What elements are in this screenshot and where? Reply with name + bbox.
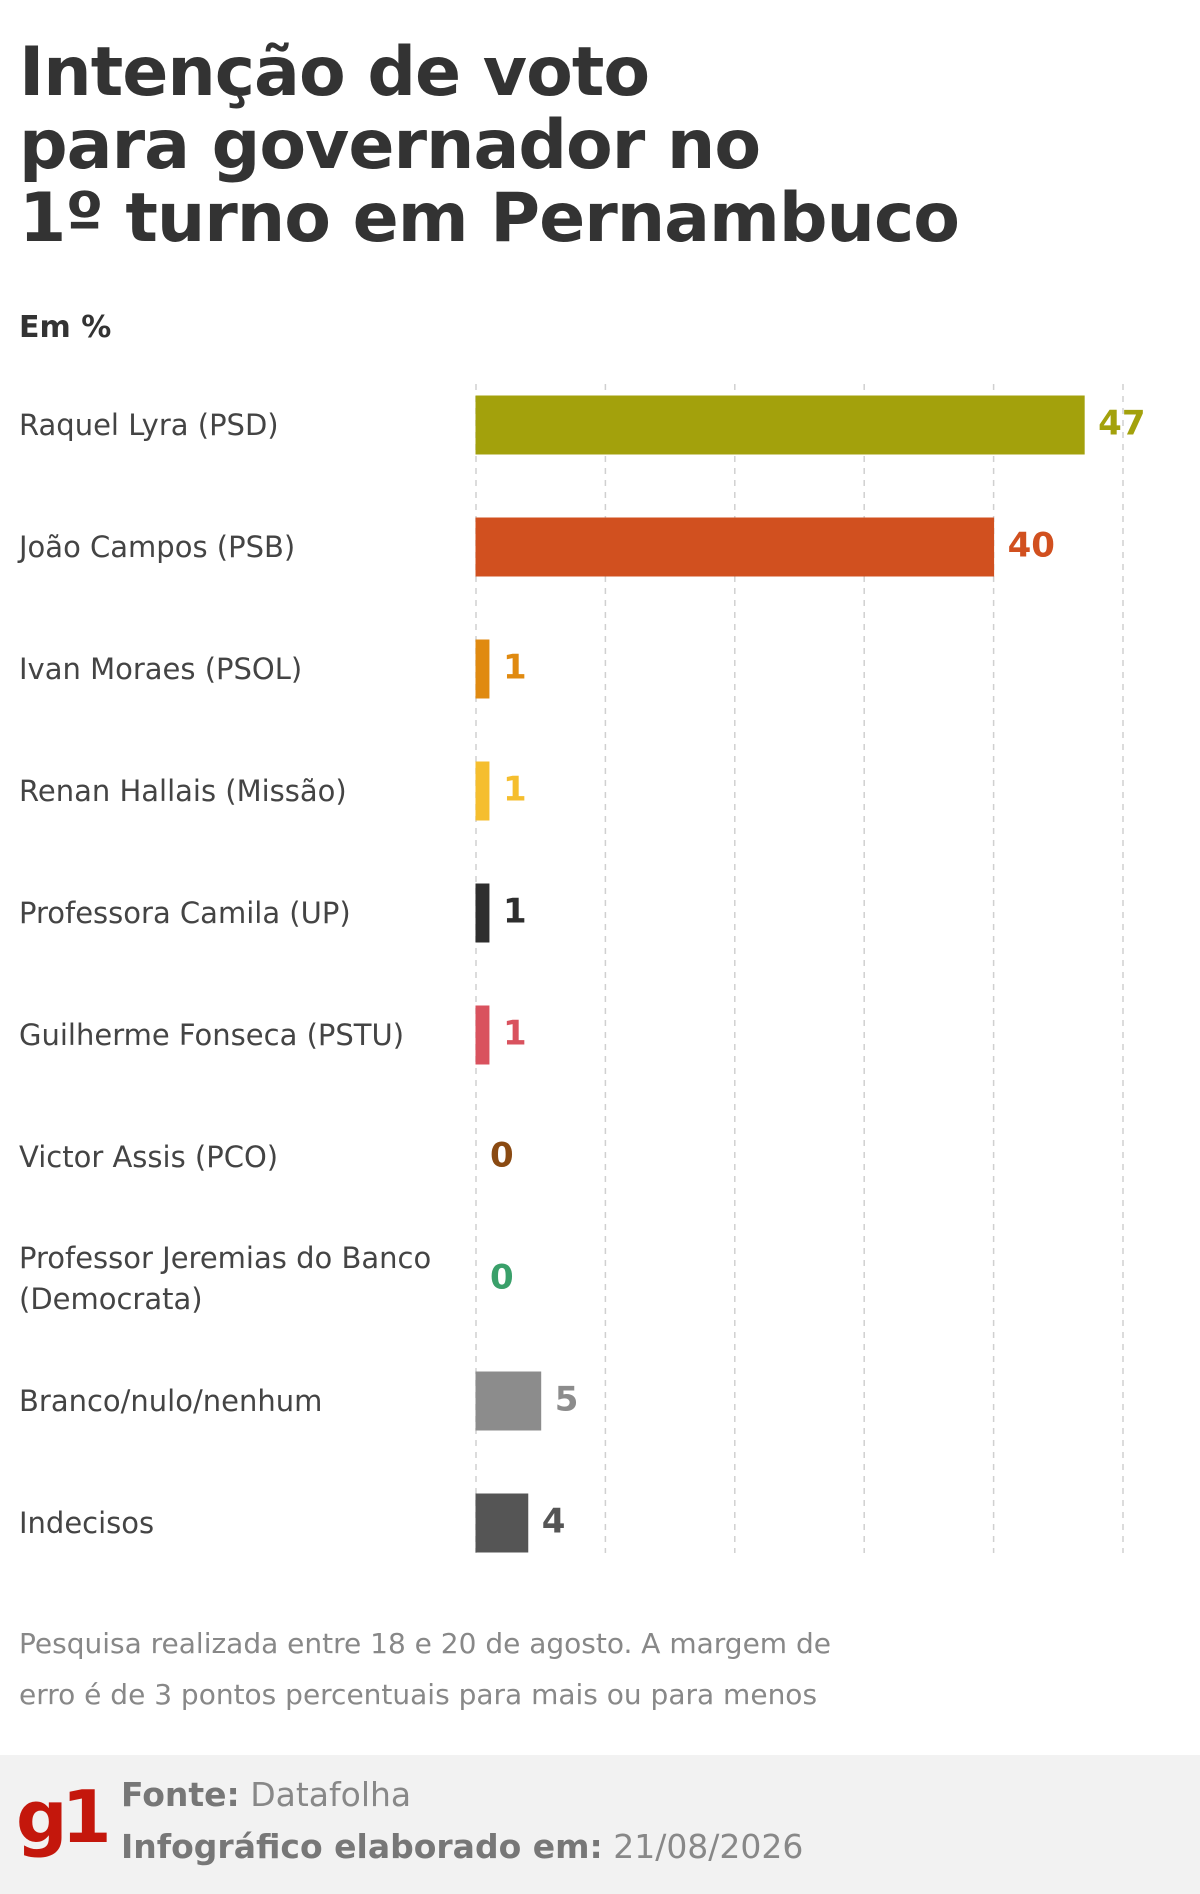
category-label: Branco/nulo/nenhum [19,1383,323,1418]
category-label: João Campos (PSB) [19,529,296,564]
logo: g1 [16,1775,112,1859]
category-label: Professora Camila (UP) [19,895,351,930]
date-label: Infográfico elaborado em: [121,1827,603,1866]
category-label: Guilherme Fonseca (PSTU) [19,1017,405,1052]
date: Infográfico elaborado em: 21/08/2026 [121,1827,803,1866]
value-label: 47 [1098,404,1145,444]
value-label: 1 [503,770,527,810]
value-label: 5 [555,1380,579,1420]
category-label: Raquel Lyra (PSD) [19,407,279,442]
title-line: para governador no [19,106,761,185]
category-label: Indecisos [19,1505,155,1540]
source-label: Fonte: [121,1775,240,1814]
subtitle: Em % [19,310,112,345]
bar [475,517,995,577]
category-label: Victor Assis (PCO) [19,1139,279,1174]
bar [475,395,1085,455]
value-label: 4 [542,1502,566,1542]
note: Pesquisa realizada entre 18 e 20 de agos… [19,1627,831,1711]
value-label: 1 [503,1014,527,1054]
chart-title: Intenção de voto para governador no 1º t… [19,33,960,258]
footer: g1 Fonte: Datafolha Infográfico elaborad… [0,1755,1200,1894]
bar [475,1371,542,1431]
source: Fonte: Datafolha [121,1775,411,1814]
value-label: 0 [490,1136,514,1176]
date-value: 21/08/2026 [613,1827,804,1866]
value-label: 1 [503,648,527,688]
title-line: Intenção de voto [19,33,650,112]
bar [475,761,490,821]
bar [475,883,490,943]
value-label: 1 [503,892,527,932]
value-label: 40 [1008,526,1055,566]
source-value: Datafolha [250,1775,412,1814]
title-line: 1º turno em Pernambuco [19,179,960,258]
value-label: 0 [490,1258,514,1298]
category-label: Ivan Moraes (PSOL) [19,651,303,686]
bar [475,1005,490,1065]
bar [475,639,490,699]
bar [475,1493,529,1553]
category-label: Professor Jeremias do Banco (Democrata) [19,1241,432,1316]
category-label: Renan Hallais (Missão) [19,773,347,808]
